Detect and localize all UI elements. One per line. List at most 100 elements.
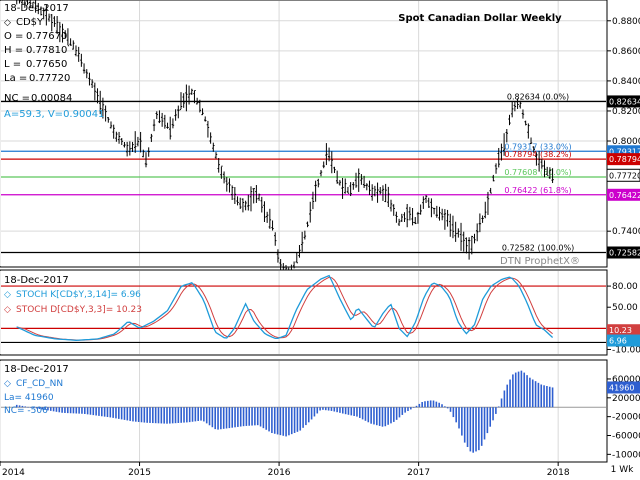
price-bar (166, 122, 169, 129)
cot-bar (259, 407, 262, 427)
price-bar (268, 208, 272, 229)
price-bar (265, 211, 269, 223)
price-y-tick-label: 0.88000 (612, 17, 640, 27)
price-bar (338, 179, 342, 186)
cot-bar (446, 407, 449, 409)
price-bar (74, 45, 78, 57)
fib-value-tag: 0.72582 (607, 246, 640, 259)
price-bar (451, 215, 455, 239)
cot-bar (140, 407, 143, 423)
price-bar (195, 97, 199, 105)
cot-bar (44, 407, 46, 410)
price-bar (214, 152, 218, 159)
cot-bar (75, 407, 78, 414)
cot-bar (540, 384, 543, 408)
price-bar (475, 223, 479, 242)
price-bar (462, 231, 465, 252)
cot-series-name: CF_CD_NN (16, 379, 63, 389)
price-bar (120, 138, 123, 146)
price-bar (435, 205, 439, 218)
stochastic-date-label: 18-Dec-2017 (4, 275, 69, 286)
cot-bar (163, 407, 165, 424)
cot-bar (64, 407, 66, 413)
stat-netchange: 0.00084 (31, 93, 72, 104)
price-bar (260, 196, 263, 213)
stoch-k-tag-box (607, 334, 640, 347)
cot-bar (404, 407, 406, 413)
stochastic-grid (0, 271, 559, 354)
price-bar (228, 178, 231, 193)
cot-bar (432, 400, 435, 408)
cot-bar (458, 407, 460, 429)
price-bar (190, 88, 193, 95)
cot-bar (290, 407, 293, 435)
price-bar (66, 28, 70, 47)
price-bar (249, 186, 253, 212)
stat-high-label: H = (4, 45, 23, 56)
cot-bar (282, 407, 285, 436)
price-bar (212, 142, 215, 152)
price-bar (457, 228, 460, 238)
cot-bar (358, 407, 361, 418)
cot-bar (520, 370, 523, 408)
cot-bar (18, 405, 21, 408)
cot-bar (237, 407, 239, 427)
cot-bar (35, 407, 38, 409)
price-bar (80, 53, 83, 67)
cot-bar (273, 407, 276, 434)
cot-bar (526, 375, 528, 408)
cot-bar (129, 407, 131, 421)
price-bar (77, 46, 80, 62)
price-bar (185, 84, 188, 112)
price-bar (37, 2, 40, 15)
cot-bar (480, 407, 483, 446)
price-bar (90, 79, 94, 89)
watermark: DTN ProphetX® (500, 256, 580, 267)
price-bar (540, 158, 544, 169)
fib-value-tag-text: 0.72582 (609, 248, 640, 257)
price-bar (15, 0, 18, 5)
fib-value-tag: 0.82634 (607, 95, 640, 108)
cot-bar (200, 407, 202, 421)
cot-bar (506, 384, 509, 408)
cot-bar (234, 407, 236, 428)
price-bar (516, 98, 519, 109)
price-bar (379, 186, 382, 195)
cot-bar (61, 407, 63, 413)
price-bar (42, 7, 45, 20)
cot-bar (537, 382, 540, 408)
cot-bar (370, 407, 372, 424)
cot-bar (66, 407, 69, 414)
price-bar (344, 178, 347, 194)
price-bar (314, 180, 317, 202)
price-bar (134, 131, 137, 153)
price-bar (225, 177, 228, 192)
cot-bar (109, 407, 112, 418)
cot-bar (276, 407, 279, 435)
cot-bar (424, 401, 426, 408)
price-bar (411, 207, 414, 226)
price-bar (247, 194, 250, 211)
last-price-tag-box (606, 168, 640, 182)
cot-bar (135, 407, 137, 422)
cot-bar (381, 407, 384, 427)
cot-bar (390, 407, 392, 424)
cot-bar (115, 407, 117, 419)
cot-bar (407, 407, 409, 412)
price-bar (392, 204, 395, 216)
cot-bar (220, 407, 222, 430)
cot-bar (231, 407, 234, 428)
cot-bar (83, 407, 86, 414)
price-bar (489, 187, 492, 194)
price-bar (28, 0, 32, 8)
cot-bar (497, 406, 500, 408)
cot-bar (52, 407, 55, 412)
cot-bar (58, 407, 61, 413)
cot-bar (353, 407, 355, 416)
cot-bar (503, 390, 506, 408)
cot-histogram (15, 370, 554, 453)
cot-bar (197, 407, 199, 421)
price-bar (298, 245, 301, 258)
price-bar (72, 40, 75, 50)
price-bar (537, 150, 541, 172)
